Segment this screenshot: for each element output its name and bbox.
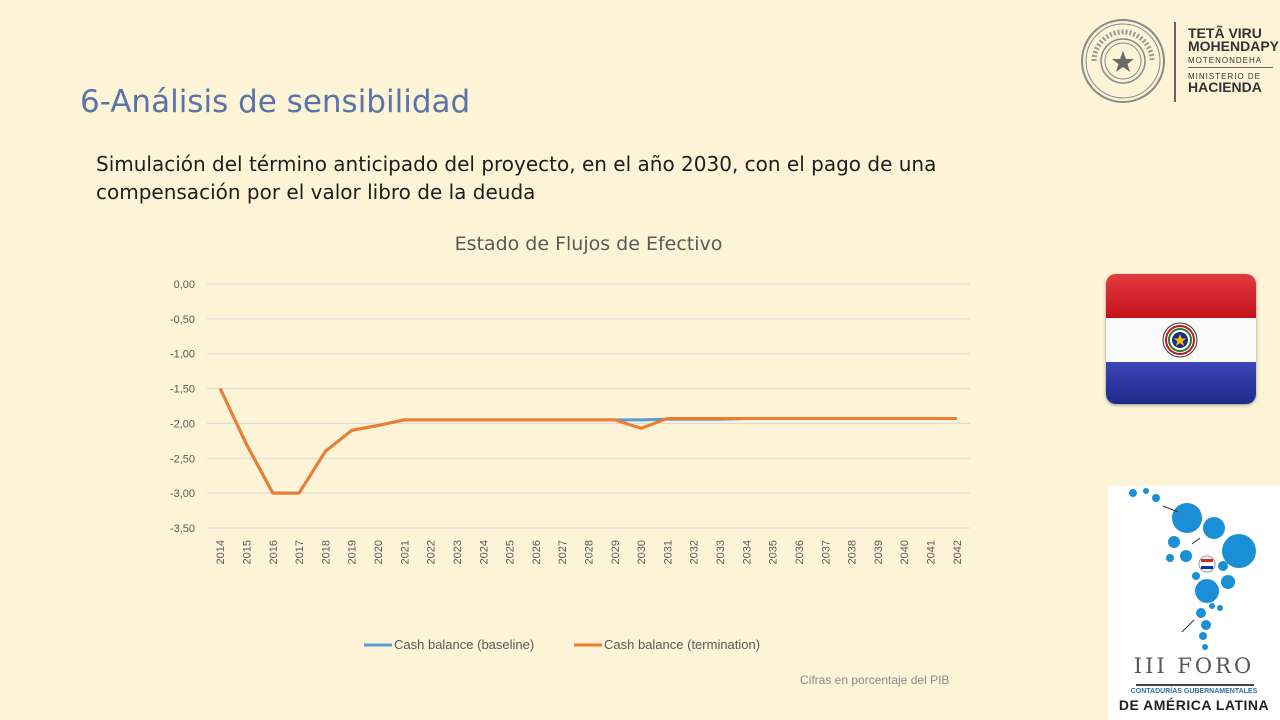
y-tick-label: -3,00 xyxy=(170,488,195,500)
forum-subtitle: CONTADURÍAS GUBERNAMENTALES xyxy=(1130,688,1258,695)
forum-subtitle-2: DE AMÉRICA LATINA xyxy=(1118,697,1270,713)
x-tick-label: 2042 xyxy=(952,540,964,564)
x-tick-label: 2032 xyxy=(689,540,701,564)
chart-canvas: Estado de Flujos de Efectivo 0,00 -0,50 -1,… xyxy=(170,233,970,652)
x-tick-label: 2024 xyxy=(478,540,490,564)
slide-subtitle: Simulación del término anticipado del pr… xyxy=(96,152,937,204)
x-tick-label: 2030 xyxy=(636,540,648,564)
logo-line-5: HACIENDA xyxy=(1188,79,1262,95)
legend-label: Cash balance (termination) xyxy=(604,637,760,652)
x-tick-label: 2037 xyxy=(820,540,832,564)
logo-line-4: MINISTERIO DE xyxy=(1188,72,1262,81)
y-tick-label: -2,50 xyxy=(170,453,195,465)
x-tick-label: 2027 xyxy=(557,540,569,564)
logo-rule xyxy=(1188,67,1273,68)
x-tick-label: 2020 xyxy=(373,540,385,564)
x-tick-label: 2038 xyxy=(847,540,859,564)
x-tick-label: 2040 xyxy=(899,540,911,564)
slide-title: 6-Análisis de sensibilidad xyxy=(80,84,471,120)
series-line-baseline xyxy=(218,387,957,495)
paraguay-flag-icon xyxy=(1106,274,1256,404)
forum-title: III FORO xyxy=(1133,654,1255,678)
legend-label: Cash balance (baseline) xyxy=(394,637,534,652)
x-tick-label: 2021 xyxy=(399,540,411,564)
y-tick-label: -1,50 xyxy=(170,384,195,396)
y-tick-label: -3,50 xyxy=(170,523,195,535)
national-seal-icon xyxy=(1081,19,1165,103)
x-tick-label: 2039 xyxy=(873,540,885,564)
forum-rule xyxy=(1136,684,1254,686)
logo-line-1: TETÃ VIRU xyxy=(1188,25,1262,41)
x-tick-label: 2022 xyxy=(426,540,438,564)
ministry-logo: TETÃ VIRU MOHENDAPY MOTENONDEHA MINISTER… xyxy=(1080,18,1279,108)
x-tick-label: 2029 xyxy=(610,540,622,564)
logo-line-2: MOHENDAPY xyxy=(1188,38,1280,54)
cash-flow-chart: Estado de Flujos de Efectivo 0,00 -0,50 -1,… xyxy=(140,224,980,664)
flag-red-stripe xyxy=(1106,274,1256,318)
x-tick-label: 2026 xyxy=(531,540,543,564)
x-tick-label: 2016 xyxy=(268,540,280,564)
forum-logo: III FORO CONTADURÍAS GUBERNAMENTALES DE … xyxy=(1108,486,1280,720)
x-tick-label: 2014 xyxy=(215,540,227,564)
x-tick-label: 2019 xyxy=(347,540,359,564)
series-line-termination xyxy=(218,387,957,495)
x-tick-label: 2036 xyxy=(794,540,806,564)
y-tick-label: -0,50 xyxy=(170,314,195,326)
x-tick-label: 2018 xyxy=(320,540,332,564)
x-tick-label: 2015 xyxy=(241,540,253,564)
x-tick-label: 2031 xyxy=(662,540,674,564)
x-tick-label: 2034 xyxy=(741,540,753,564)
x-tick-label: 2041 xyxy=(926,540,938,564)
logo-divider xyxy=(1174,22,1176,102)
flag-emblem-icon xyxy=(1162,322,1198,358)
y-tick-label: -1,00 xyxy=(170,349,195,361)
latin-america-dots-icon xyxy=(1129,488,1256,650)
chart-title: Estado de Flujos de Efectivo xyxy=(455,233,723,255)
x-tick-label: 2033 xyxy=(715,540,727,564)
flag-blue-stripe xyxy=(1106,362,1256,404)
units-footnote: Cifras en porcentaje del PIB xyxy=(800,673,950,687)
x-tick-label: 2035 xyxy=(768,540,780,564)
y-tick-label: -2,00 xyxy=(170,418,195,430)
logo-line-3: MOTENONDEHA xyxy=(1188,56,1263,65)
x-tick-label: 2017 xyxy=(294,540,306,564)
x-tick-label: 2028 xyxy=(584,540,596,564)
x-tick-label: 2025 xyxy=(505,540,517,564)
x-tick-label: 2023 xyxy=(452,540,464,564)
y-tick-label: 0,00 xyxy=(174,279,195,291)
